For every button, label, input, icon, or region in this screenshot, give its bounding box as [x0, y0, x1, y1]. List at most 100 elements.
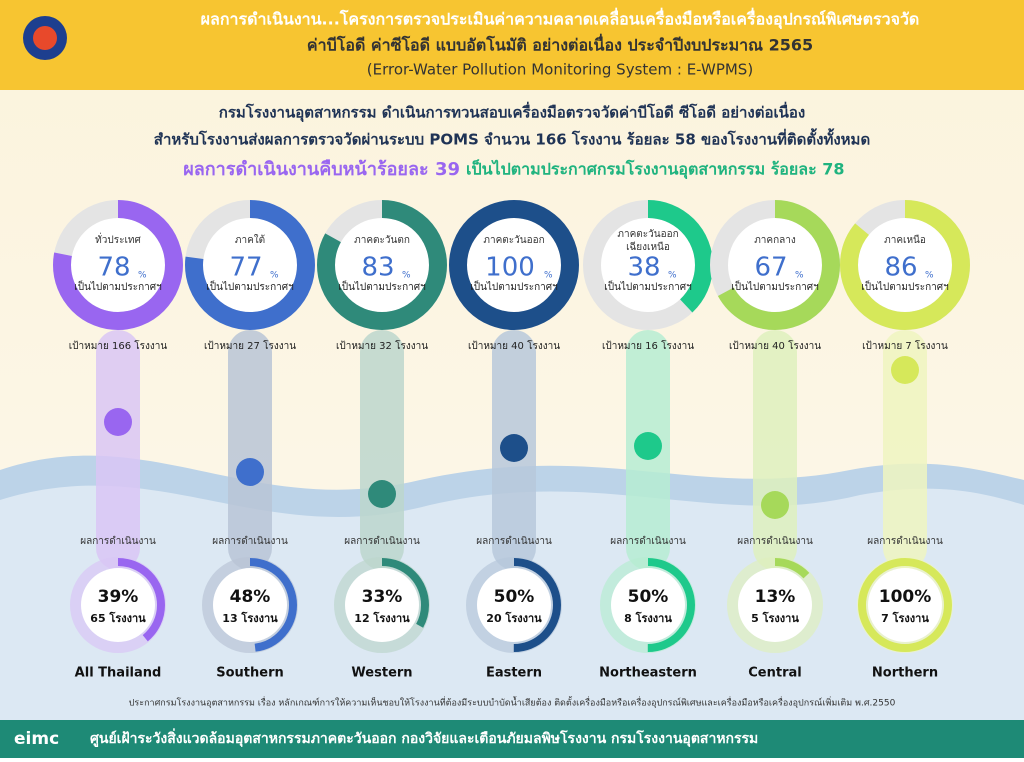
- region-name: เฉียงเหนือ: [626, 241, 670, 253]
- region-english: Eastern: [486, 666, 542, 681]
- gauge-arc: [467, 558, 561, 652]
- compliance-caption: เป็นไปตามประกาศฯ: [74, 279, 161, 293]
- progress-caption: ผลการดำเนินงาน: [212, 536, 288, 547]
- target: เป้าหมาย 40 โรงงาน: [468, 339, 560, 352]
- progress-value: 50%: [628, 587, 669, 607]
- target: เป้าหมาย 40 โรงงาน: [729, 339, 821, 352]
- factories: 65 โรงงาน: [90, 611, 146, 625]
- region-name: ภาคตะวันออก: [617, 229, 678, 240]
- progress-caption: ผลการดำเนินงาน: [737, 536, 813, 547]
- progress-face: [345, 568, 419, 642]
- logo: [33, 26, 57, 50]
- factories: 12 โรงงาน: [354, 611, 410, 625]
- pill: [883, 330, 927, 570]
- factories: 13 โรงงาน: [222, 611, 278, 625]
- header-title: (Error-Water Pollution Monitoring System…: [367, 61, 753, 79]
- percent-sign: %: [402, 271, 411, 281]
- percent-sign: %: [270, 271, 279, 281]
- compliance-value: 83: [361, 253, 394, 283]
- progress-caption: ผลการดำเนินงาน: [344, 536, 420, 547]
- progress-caption: ผลการดำเนินงาน: [610, 536, 686, 547]
- region-name: ภาคกลาง: [754, 235, 796, 246]
- gauge-arc: [71, 558, 165, 652]
- compliance-value: 86: [884, 253, 917, 283]
- progress-value: 100%: [879, 587, 932, 607]
- compliance-caption: เป็นไปตามประกาศฯ: [604, 279, 691, 293]
- region-name: ภาคตะวันออก: [483, 235, 544, 246]
- summary-line: กรมโรงงานอุตสาหกรรม ดำเนินการทวนสอบเครื่…: [219, 102, 805, 123]
- compliance-caption: เป็นไปตามประกาศฯ: [731, 279, 818, 293]
- factories: 20 โรงงาน: [486, 611, 542, 625]
- gauge-arc: [840, 200, 970, 330]
- progress-value: 39%: [98, 587, 139, 607]
- compliance-value: 38: [627, 253, 660, 283]
- pill-dot: [891, 356, 919, 384]
- percent-sign: %: [668, 271, 677, 281]
- gauge-arc: [728, 558, 822, 652]
- pill: [96, 330, 140, 570]
- footer-logo: eimc: [14, 729, 59, 749]
- progress-face: [868, 568, 942, 642]
- pill: [228, 330, 272, 570]
- progress-caption: ผลการดำเนินงาน: [476, 536, 552, 547]
- target: เป้าหมาย 32 โรงงาน: [336, 339, 428, 352]
- target: เป้าหมาย 16 โรงงาน: [602, 339, 694, 352]
- gauge-arc: [710, 200, 840, 330]
- region-english: Western: [351, 666, 412, 681]
- factories: 8 โรงงาน: [624, 611, 672, 625]
- region-english: Northern: [872, 666, 938, 681]
- gauge-arc: [601, 558, 695, 652]
- progress-value: 13%: [755, 587, 796, 607]
- region-english: Central: [748, 666, 801, 681]
- compliance-value: 77: [229, 253, 262, 283]
- region-name: ภาคเหนือ: [884, 234, 926, 246]
- compliance-summary: เป็นไปตามประกาศกรมโรงงานอุตสาหกรรม ร้อยล…: [466, 158, 845, 180]
- gauge-arc: [53, 200, 183, 330]
- progress-caption: ผลการดำเนินงาน: [80, 536, 156, 547]
- percent-sign: %: [138, 271, 147, 281]
- compliance-value: 78: [97, 253, 130, 283]
- header-band: [0, 0, 1024, 90]
- region-english: Northeastern: [599, 666, 697, 681]
- progress-value: 33%: [362, 587, 403, 607]
- progress-caption: ผลการดำเนินงาน: [867, 536, 943, 547]
- compliance-caption: เป็นไปตามประกาศฯ: [470, 279, 557, 293]
- pill-dot: [761, 491, 789, 519]
- progress-face: [81, 568, 155, 642]
- compliance-value: 67: [754, 253, 787, 283]
- footnote: ประกาศกรมโรงงานอุตสาหกรรม เรื่อง หลักเกณ…: [129, 696, 896, 709]
- pill-dot: [236, 458, 264, 486]
- progress-value: 50%: [494, 587, 535, 607]
- percent-sign: %: [544, 271, 553, 281]
- region-name: ทั่วประเทศ: [95, 232, 141, 246]
- gauge-arc: [185, 200, 315, 330]
- progress-value: 48%: [230, 587, 271, 607]
- summary-line: สำหรับโรงงานส่งผลการตรวจวัดผ่านระบบ POMS…: [154, 128, 870, 149]
- region-english: All Thailand: [75, 666, 162, 681]
- target: เป้าหมาย 7 โรงงาน: [862, 339, 948, 352]
- percent-sign: %: [795, 271, 804, 281]
- pill-dot: [634, 432, 662, 460]
- region-name: ภาคตะวันตก: [354, 235, 410, 246]
- gauge-arc: [317, 200, 447, 330]
- compliance-caption: เป็นไปตามประกาศฯ: [861, 279, 948, 293]
- compliance-caption: เป็นไปตามประกาศฯ: [338, 279, 425, 293]
- region-name: ภาคใต้: [235, 234, 265, 246]
- header-title: ผลการดำเนินงาน...โครงการตรวจประเมินค่าคว…: [201, 8, 920, 30]
- target: เป้าหมาย 27 โรงงาน: [204, 339, 296, 352]
- footer-text: ศูนย์เฝ้าระวังสิ่งแวดล้อมอุตสาหกรรมภาคตะ…: [90, 728, 758, 747]
- gauge-arc: [335, 558, 429, 652]
- footer-band: [0, 720, 1024, 758]
- percent-sign: %: [925, 271, 934, 281]
- pill: [753, 330, 797, 570]
- progress-face: [213, 568, 287, 642]
- progress-face: [611, 568, 685, 642]
- pill-dot: [104, 408, 132, 436]
- gauge-arc: [203, 558, 297, 652]
- factories: 7 โรงงาน: [881, 611, 929, 625]
- factories: 5 โรงงาน: [751, 611, 799, 625]
- pill: [360, 330, 404, 570]
- progress-face: [477, 568, 551, 642]
